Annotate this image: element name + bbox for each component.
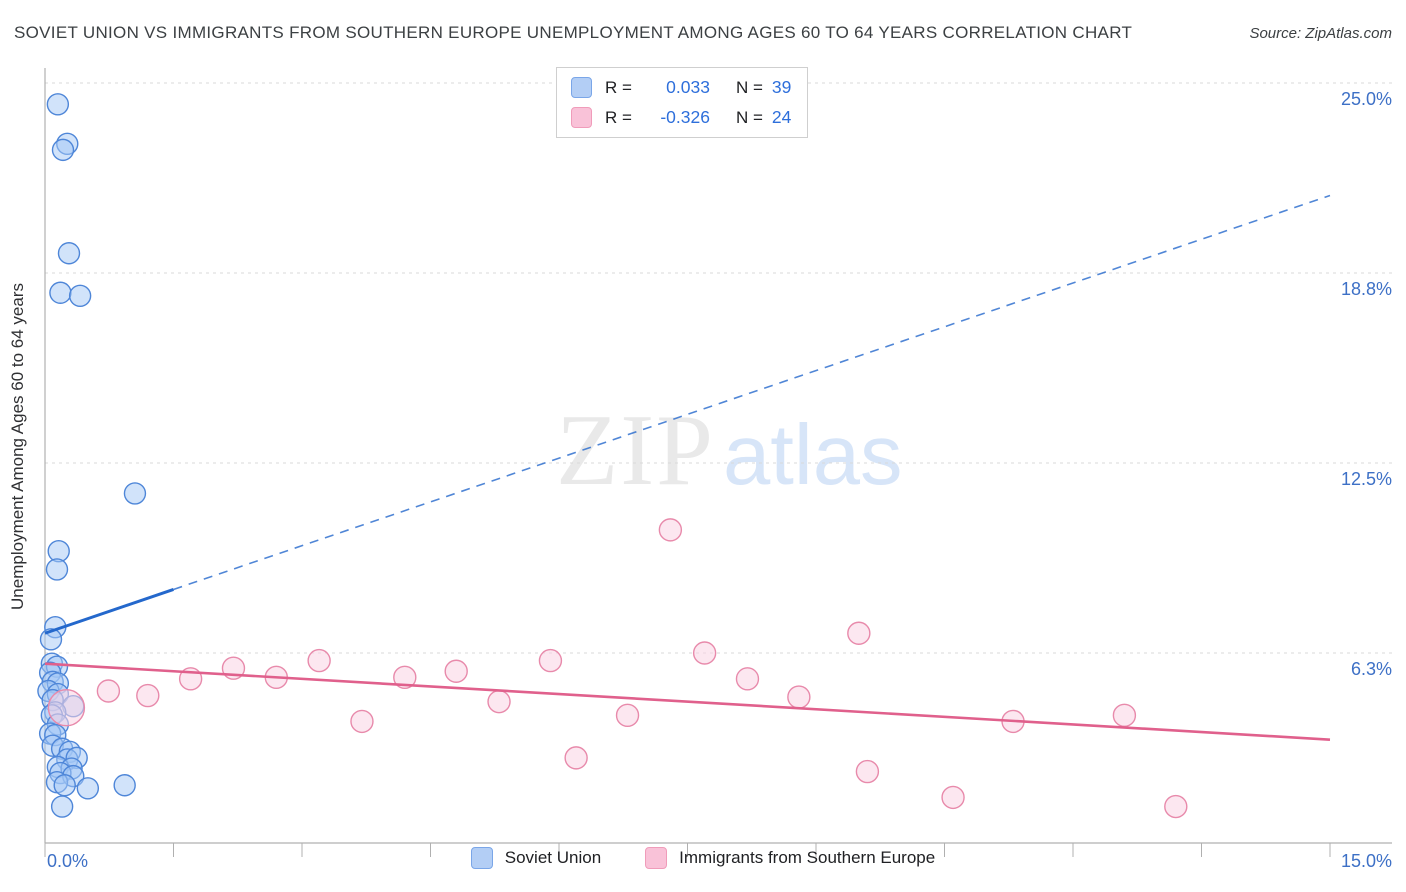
soviet-union-point (57, 242, 81, 265)
southern-europe-point (658, 518, 683, 542)
southern-europe-swatch (645, 847, 668, 869)
soviet-union-point (68, 284, 92, 307)
legend-item-soviet-union: Soviet Union (470, 847, 602, 869)
legend-item-southern-europe: Immigrants from Southern Europe (645, 847, 935, 869)
soviet-union-point (113, 774, 136, 797)
legend-row-soviet-union: R = 0.033 N = 39 (571, 75, 791, 100)
soviet-union-point (76, 777, 100, 800)
southern-europe-point (941, 785, 965, 810)
southern-europe-point (692, 641, 717, 665)
soviet-union-point (46, 93, 70, 116)
southern-europe-point (847, 621, 871, 645)
southern-europe-trendline (44, 662, 1331, 741)
southern-europe-point (47, 689, 86, 727)
soviet-union-trendline-solid (44, 588, 174, 635)
y-tick-label-18-8: 18.8% (1340, 279, 1392, 299)
r-label: R = (605, 77, 632, 97)
n-value: 39 (771, 77, 792, 97)
southern-europe-point (393, 665, 417, 690)
southern-europe-point (350, 709, 374, 734)
southern-europe-point (96, 679, 121, 703)
southern-europe-point (136, 683, 160, 708)
soviet-union-point (45, 558, 69, 581)
southern-europe-point (735, 667, 760, 691)
x-tick-label-15: 15.0% (1340, 851, 1392, 871)
southern-europe-point (855, 759, 880, 784)
soviet-union-point (123, 482, 147, 505)
r-label: R = (605, 107, 632, 127)
r-value: -0.326 (660, 107, 710, 127)
soviet-union-point (50, 795, 74, 818)
southern-europe-point (564, 746, 588, 770)
legend-label: Immigrants from Southern Europe (679, 848, 936, 867)
correlation-legend-box: R = 0.033 N = 39 R = -0.326 N = 24 (556, 67, 809, 138)
n-value: 24 (771, 107, 792, 127)
southern-europe-swatch (571, 107, 592, 128)
southern-europe-point (538, 648, 563, 673)
n-label: N = (735, 77, 763, 97)
n-label: N = (735, 107, 763, 127)
soviet-union-swatch (470, 847, 493, 869)
southern-europe-point (487, 689, 511, 714)
y-tick-label-12-5: 12.5% (1340, 469, 1392, 489)
soviet-union-point (51, 138, 75, 162)
soviet-union-point (53, 774, 76, 797)
southern-europe-point (1112, 703, 1137, 728)
soviet-union-swatch (571, 77, 592, 98)
source-label: Source: ZipAtlas.com (1249, 25, 1392, 42)
legend-row-southern-europe: R = -0.326 N = 24 (571, 105, 791, 130)
bottom-legend: Soviet Union Immigrants from Southern Eu… (0, 847, 1406, 869)
soviet-union-trendline-dashed (173, 194, 1331, 591)
chart-title: SOVIET UNION VS IMMIGRANTS FROM SOUTHERN… (14, 23, 1133, 42)
southern-europe-point (615, 703, 640, 728)
r-value: 0.033 (666, 77, 710, 97)
southern-europe-point (444, 659, 468, 683)
soviet-union-point (49, 281, 72, 304)
southern-europe-point (307, 648, 331, 673)
legend-label: Soviet Union (504, 848, 602, 867)
y-tick-label-6-3: 6.3% (1350, 659, 1392, 679)
southern-europe-point (1164, 794, 1188, 819)
y-tick-label-25: 25.0% (1340, 89, 1392, 109)
southern-europe-point (787, 685, 811, 709)
x-tick-label-0: 0.0% (47, 851, 89, 871)
